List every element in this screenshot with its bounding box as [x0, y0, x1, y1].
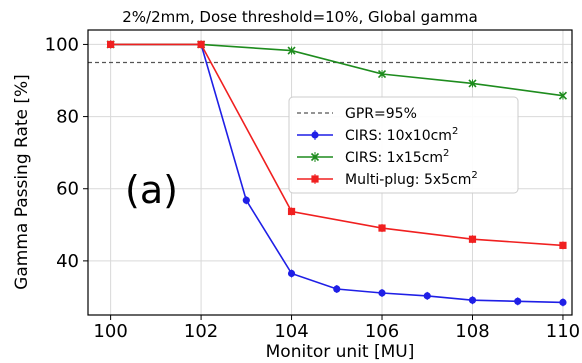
y-tick-label: 80: [56, 107, 79, 128]
legend-label: GPR=95%: [345, 106, 417, 122]
chart-title: 2%/2mm, Dose threshold=10%, Global gamma: [122, 8, 478, 26]
legend-item-series-3: Multi-plug: 5x5cm2: [297, 170, 478, 188]
y-axis-label: Gamma Passing Rate [%]: [12, 74, 32, 290]
data-point: [423, 292, 431, 300]
series-line: [110, 43, 564, 247]
data-point: [468, 235, 477, 243]
series-3: [107, 40, 567, 250]
data-point: [468, 79, 477, 88]
legend-label: CIRS: 1x15cm2: [345, 148, 449, 166]
series-line: [110, 43, 564, 97]
data-point: [287, 46, 296, 55]
legend: GPR=95% CIRS: 10x10cm2 CIRS: 1x15cm2 Multi-…: [288, 96, 519, 194]
tick-layer: 100 102 104 106 108 110 40 60 80 100: [45, 34, 580, 342]
y-tick-label: 60: [56, 179, 79, 200]
data-point: [287, 269, 296, 278]
x-marker-stroke: [310, 152, 320, 162]
data-point: [378, 289, 386, 297]
legend-marker: [310, 152, 320, 162]
panel-label: (a): [125, 168, 178, 212]
legend-item-series-2: CIRS: 1x15cm2: [297, 148, 449, 166]
data-point: [197, 40, 205, 49]
data-point: [333, 285, 341, 293]
x-marker-stroke: [468, 79, 477, 88]
legend-box: [288, 96, 519, 194]
data-point: [378, 224, 386, 232]
y-tick-label: 100: [45, 34, 79, 55]
data-point: [242, 196, 250, 204]
data-point: [514, 297, 522, 305]
legend-marker: [311, 131, 319, 139]
y-tick-label: 40: [56, 251, 79, 272]
legend-label: Multi-plug: 5x5cm2: [345, 170, 478, 188]
x-marker-stroke: [287, 46, 296, 55]
legend-item-series-1: CIRS: 10x10cm2: [297, 126, 458, 144]
series-2: [106, 40, 568, 100]
legend-item-reference: GPR=95%: [297, 106, 417, 122]
data-point: [558, 91, 568, 100]
x-axis-label: Monitor unit [MU]: [266, 342, 415, 362]
data-point: [468, 296, 477, 304]
x-tick-label: 108: [455, 321, 489, 342]
plot-frame: [87, 29, 573, 316]
x-marker-stroke: [377, 69, 387, 79]
data-point: [559, 298, 567, 306]
x-tick-label: 100: [93, 321, 127, 342]
x-tick-label: 104: [274, 321, 308, 342]
data-point: [287, 207, 296, 216]
series-layer: [106, 40, 568, 307]
x-marker-stroke: [558, 91, 568, 100]
x-tick-label: 106: [365, 321, 399, 342]
legend-marker: [311, 175, 319, 183]
legend-label: CIRS: 10x10cm2: [345, 126, 458, 144]
series-line: [110, 43, 564, 304]
data-point: [107, 40, 115, 49]
data-point: [559, 241, 567, 249]
data-point: [377, 69, 387, 79]
x-tick-label: 110: [546, 321, 580, 342]
x-tick-label: 102: [184, 321, 218, 342]
